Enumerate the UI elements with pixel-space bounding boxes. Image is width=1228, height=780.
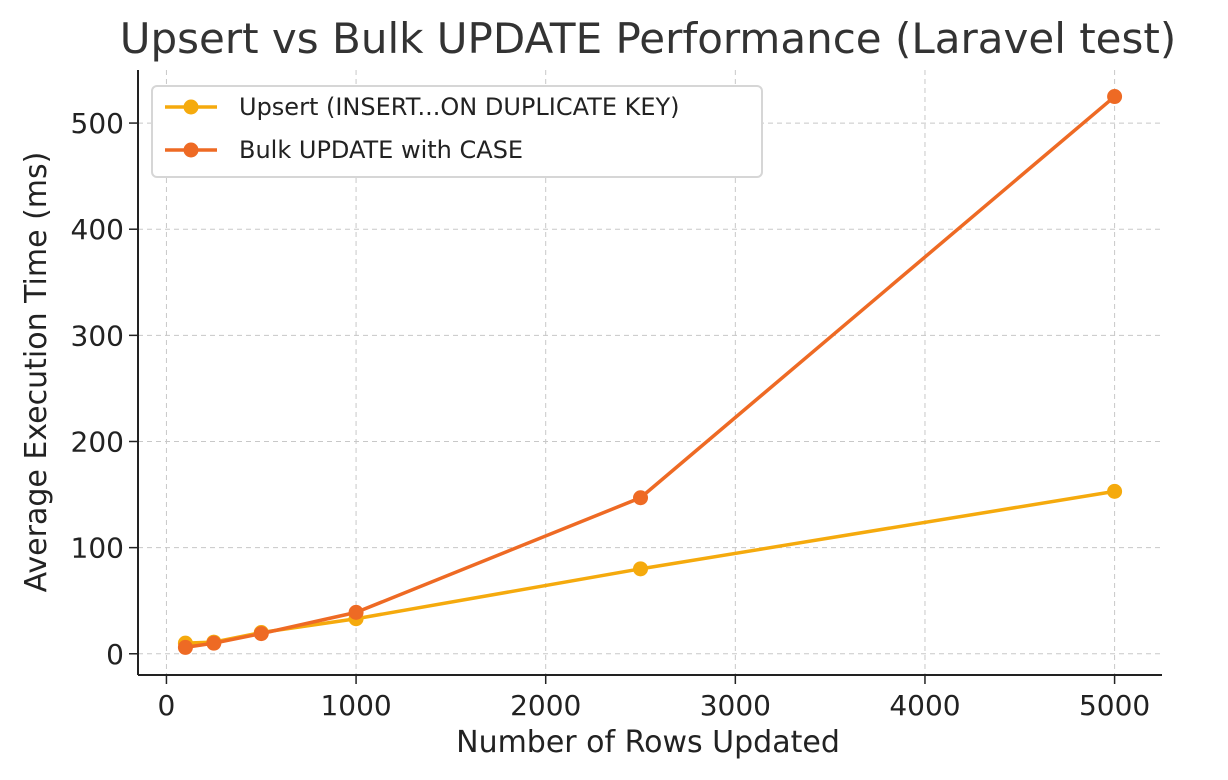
- x-axis-label: Number of Rows Updated: [456, 725, 840, 760]
- x-tick-label: 3000: [700, 689, 771, 722]
- axes: [137, 70, 1162, 676]
- data-point: [177, 639, 193, 655]
- series-1: [177, 483, 1123, 651]
- legend-item: Upsert (INSERT...ON DUPLICATE KEY): [165, 93, 680, 121]
- data-point: [1107, 89, 1123, 105]
- data-point: [206, 635, 222, 651]
- legend-marker: [183, 99, 199, 115]
- ticks: 0 1000 2000 3000 4000 5000 0 100 200 300 400 500: [71, 107, 1151, 722]
- x-tick-label: 4000: [889, 689, 960, 722]
- x-tick-label: 0: [158, 689, 176, 722]
- legend: Upsert (INSERT...ON DUPLICATE KEY) Bulk U…: [151, 85, 763, 178]
- y-axis-label: Average Execution Time (ms): [19, 152, 54, 593]
- y-tick-label: 300: [71, 319, 124, 352]
- y-tick-label: 400: [71, 213, 124, 246]
- data-series: [177, 89, 1123, 655]
- data-point: [1107, 483, 1123, 499]
- data-point: [253, 626, 269, 642]
- data-point: [633, 490, 649, 506]
- x-tick-label: 2000: [510, 689, 581, 722]
- legend-item: Bulk UPDATE with CASE: [165, 136, 523, 164]
- chart-title: Upsert vs Bulk UPDATE Performance (Larav…: [120, 14, 1177, 63]
- data-point: [633, 561, 649, 577]
- data-point: [348, 604, 364, 620]
- y-tick-label: 0: [106, 638, 124, 671]
- series-line: [183, 94, 1117, 650]
- x-tick-label: 5000: [1079, 689, 1150, 722]
- y-tick-label: 200: [71, 425, 124, 458]
- x-tick-label: 1000: [320, 689, 391, 722]
- legend-marker: [183, 142, 199, 158]
- legend-box: [151, 85, 763, 178]
- series-2: [177, 89, 1123, 655]
- legend-label: Upsert (INSERT...ON DUPLICATE KEY): [239, 93, 680, 121]
- y-tick-label: 500: [71, 107, 124, 140]
- y-tick-label: 100: [71, 532, 124, 565]
- legend-label: Bulk UPDATE with CASE: [239, 136, 523, 164]
